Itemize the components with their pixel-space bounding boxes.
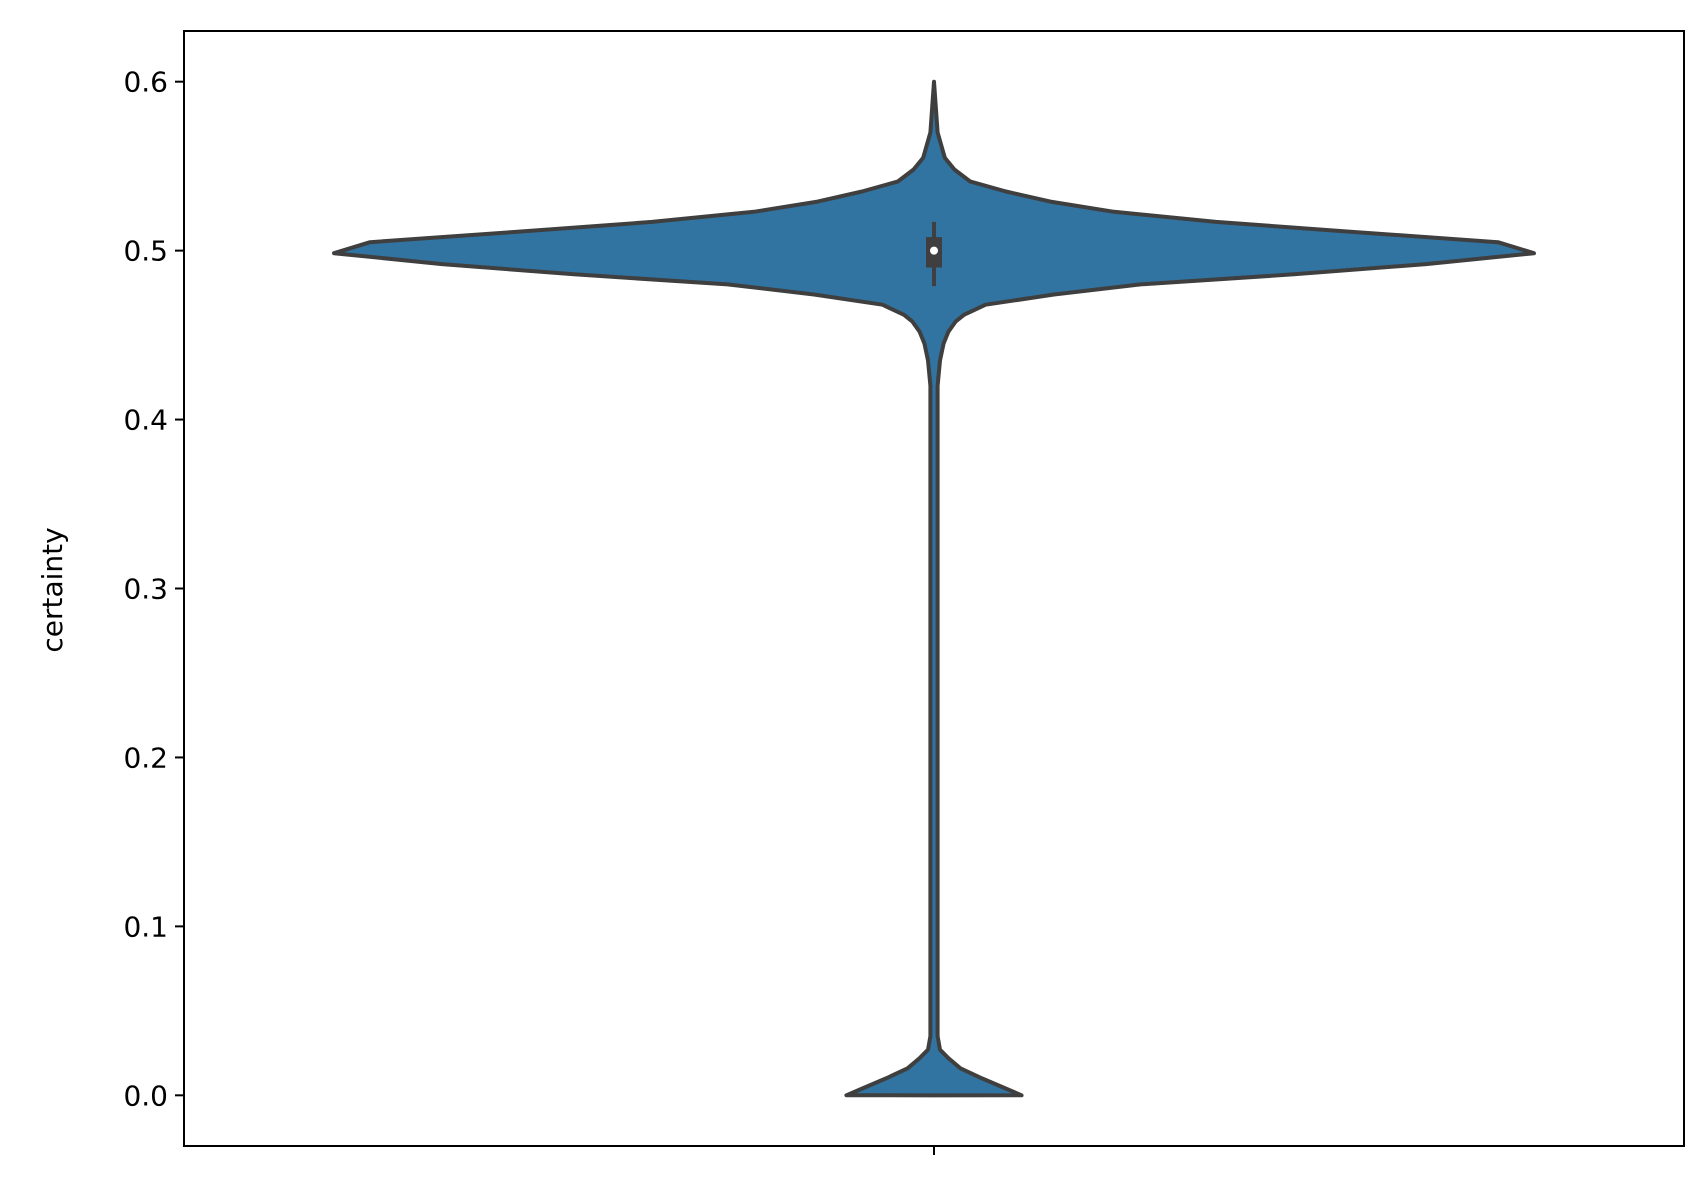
y-tick-label: 0.5	[123, 235, 168, 268]
median-point	[930, 246, 938, 255]
y-tick-label: 0.1	[123, 910, 168, 943]
y-tick-label: 0.2	[123, 741, 168, 774]
y-tick-label: 0.4	[123, 404, 168, 437]
violin-body	[332, 79, 1536, 1098]
y-axis: 0.0 0.1 0.2 0.3 0.4 0.5 0.6	[123, 66, 184, 1112]
y-axis-label: certainty	[36, 527, 69, 652]
violin-layer	[332, 79, 1536, 1098]
y-tick-label: 0.3	[123, 573, 168, 606]
y-tick-label: 0.0	[123, 1079, 168, 1112]
inner-box-layer	[926, 221, 942, 287]
y-tick-label: 0.6	[123, 66, 168, 99]
